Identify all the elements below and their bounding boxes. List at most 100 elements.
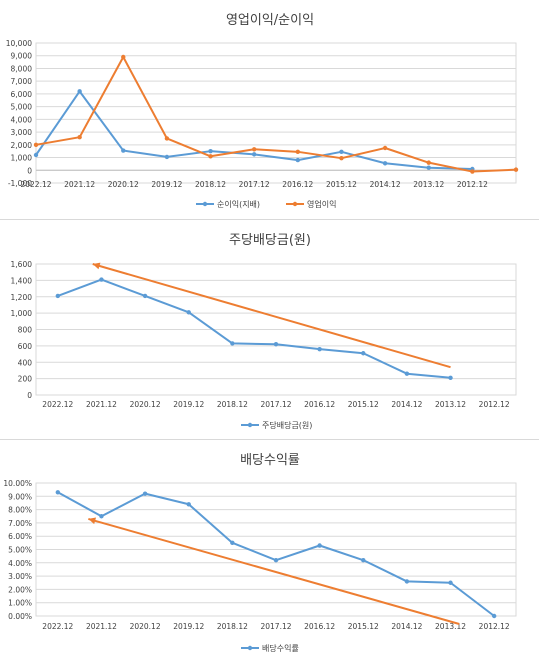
series-line — [57, 491, 495, 617]
x-tick-label: 2018.12 — [195, 180, 226, 189]
data-point — [121, 148, 126, 153]
x-tick-label: 2017.12 — [260, 622, 291, 631]
data-point — [230, 540, 235, 546]
data-point — [317, 543, 322, 548]
data-point — [513, 167, 519, 172]
x-tick-label: 2020.12 — [130, 622, 161, 631]
legend-swatch-marker — [202, 201, 208, 207]
x-tick-label: 2021.12 — [64, 180, 95, 189]
divider — [0, 439, 539, 440]
plot-area — [35, 42, 517, 184]
data-point — [361, 351, 366, 356]
data-point — [208, 154, 213, 159]
data-point — [273, 557, 279, 563]
divider — [0, 219, 539, 220]
y-tick-label: 0 — [27, 166, 32, 175]
x-tick-label: 2012.12 — [457, 180, 488, 189]
x-tick-label: 2020.12 — [130, 400, 161, 409]
x-tick-label: 2016.12 — [282, 180, 313, 189]
y-tick-label: 8.00% — [8, 506, 32, 515]
y-tick-label: 3.00% — [8, 572, 32, 581]
chart-svg: 배당수익률 0.00% 1.00% 2.00% 3.00% 4.00% 5.00% 6.00%… — [3, 453, 517, 653]
legend-label: 주당배당금(원) — [262, 420, 312, 430]
legend-label: 배당수익률 — [262, 643, 299, 653]
chart-title: 영업이익/순이익 — [226, 13, 314, 28]
y-tick-label: 4.00% — [8, 559, 32, 568]
x-tick-label: 2019.12 — [173, 400, 204, 409]
x-tick-label: 2021.12 — [86, 622, 117, 631]
data-point — [382, 161, 388, 166]
y-tick-label: -1,000 — [8, 179, 32, 188]
y-tick-label: 8,000 — [11, 64, 33, 73]
y-tick-label: 10.00% — [3, 479, 32, 488]
y-tick-label: 5,000 — [11, 103, 33, 112]
x-tick-label: 2014.12 — [391, 400, 422, 409]
y-tick-label: 0.00% — [8, 612, 32, 621]
x-tick-label: 2018.12 — [217, 622, 248, 631]
x-tick-label: 2021.12 — [86, 400, 117, 409]
x-tick-label: 2022.12 — [20, 180, 51, 189]
y-tick-label: 1,200 — [11, 293, 33, 302]
data-point — [339, 149, 344, 155]
x-tick-label: 2015.12 — [348, 622, 379, 631]
x-tick-label: 2020.12 — [108, 180, 139, 189]
data-point — [99, 514, 104, 519]
x-tick-label: 2016.12 — [304, 400, 335, 409]
data-point — [470, 169, 475, 174]
y-tick-label: 1,400 — [11, 276, 33, 285]
chart-title: 배당수익률 — [240, 453, 300, 468]
data-point — [77, 89, 82, 94]
data-point — [426, 165, 431, 170]
x-tick-label: 2017.12 — [239, 180, 270, 189]
legend-swatch-marker — [292, 201, 298, 207]
data-point — [361, 557, 366, 563]
chart-dividend-yield: 배당수익률 0.00% 1.00% 2.00% 3.00% 4.00% 5.00% 6.00%… — [0, 440, 539, 662]
data-point — [164, 154, 170, 160]
data-point — [55, 490, 61, 495]
x-tick-label: 2012.12 — [479, 622, 510, 631]
x-tick-label: 2019.12 — [173, 622, 204, 631]
y-tick-label: 2,000 — [11, 141, 33, 150]
x-tick-label: 2016.12 — [304, 622, 335, 631]
x-tick-label: 2022.12 — [42, 400, 73, 409]
chart-svg: 주당배당금(원) 0 200 400 600 800 1,000 1,200 1,400 1,60… — [11, 233, 517, 430]
chart-dividend-per-share: 주당배당금(원) 0 200 400 600 800 1,000 1,200 1,400 1,60… — [0, 220, 539, 439]
trend-arrow-head — [92, 262, 101, 270]
y-tick-label: 2.00% — [8, 585, 32, 594]
data-point — [426, 160, 431, 165]
legend-swatch-marker — [247, 645, 253, 651]
data-point — [251, 152, 257, 157]
data-point — [404, 371, 410, 376]
x-tick-label: 2013.12 — [435, 622, 466, 631]
data-point — [33, 152, 39, 158]
plot-area — [35, 263, 517, 396]
x-tick-label: 2019.12 — [151, 180, 182, 189]
data-point — [295, 149, 301, 155]
y-tick-label: 6,000 — [11, 90, 33, 99]
plot-area — [35, 482, 517, 617]
x-tick-label: 2017.12 — [260, 400, 291, 409]
data-point — [121, 54, 126, 60]
x-tick-label: 2013.12 — [413, 180, 444, 189]
y-tick-label: 200 — [18, 375, 33, 384]
y-tick-label: 6.00% — [8, 532, 32, 541]
data-point — [186, 310, 191, 315]
legend-label: 순이익(지배) — [217, 199, 260, 209]
data-point — [77, 134, 82, 140]
x-tick-label: 2014.12 — [391, 622, 422, 631]
y-tick-label: 4,000 — [11, 115, 33, 124]
series-line — [57, 278, 451, 379]
data-point — [251, 147, 257, 152]
y-tick-label: 9,000 — [11, 52, 33, 61]
data-point — [186, 502, 191, 507]
data-point — [99, 277, 104, 282]
legend-swatch-marker — [247, 422, 253, 428]
data-point — [448, 580, 453, 585]
y-tick-label: 7,000 — [11, 77, 33, 86]
y-tick-label: 600 — [18, 342, 33, 351]
trend-arrow-line — [88, 517, 460, 625]
data-point — [230, 341, 235, 346]
trend-arrow-line — [92, 263, 451, 369]
data-point — [208, 148, 213, 154]
data-point — [404, 579, 410, 584]
